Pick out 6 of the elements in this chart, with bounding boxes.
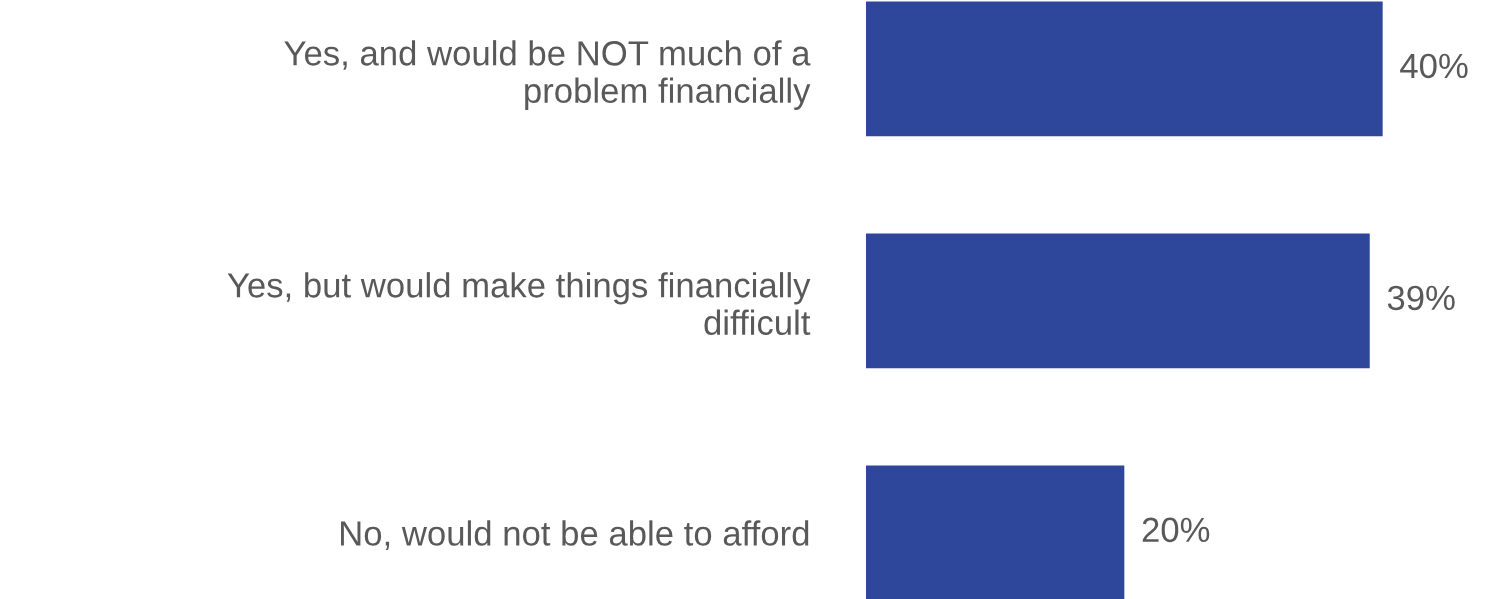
y-tick-label: Yes, and would be NOT much of a problem financially: [284, 40, 811, 110]
data-label: 20%: [1142, 517, 1210, 543]
y-tick-label: No, would not be able to afford: [341, 520, 809, 550]
data-label: 40%: [1400, 53, 1468, 79]
data-label: 39%: [1387, 285, 1455, 311]
y-tick-label: Yes, but would make things financially difficult: [227, 272, 811, 336]
